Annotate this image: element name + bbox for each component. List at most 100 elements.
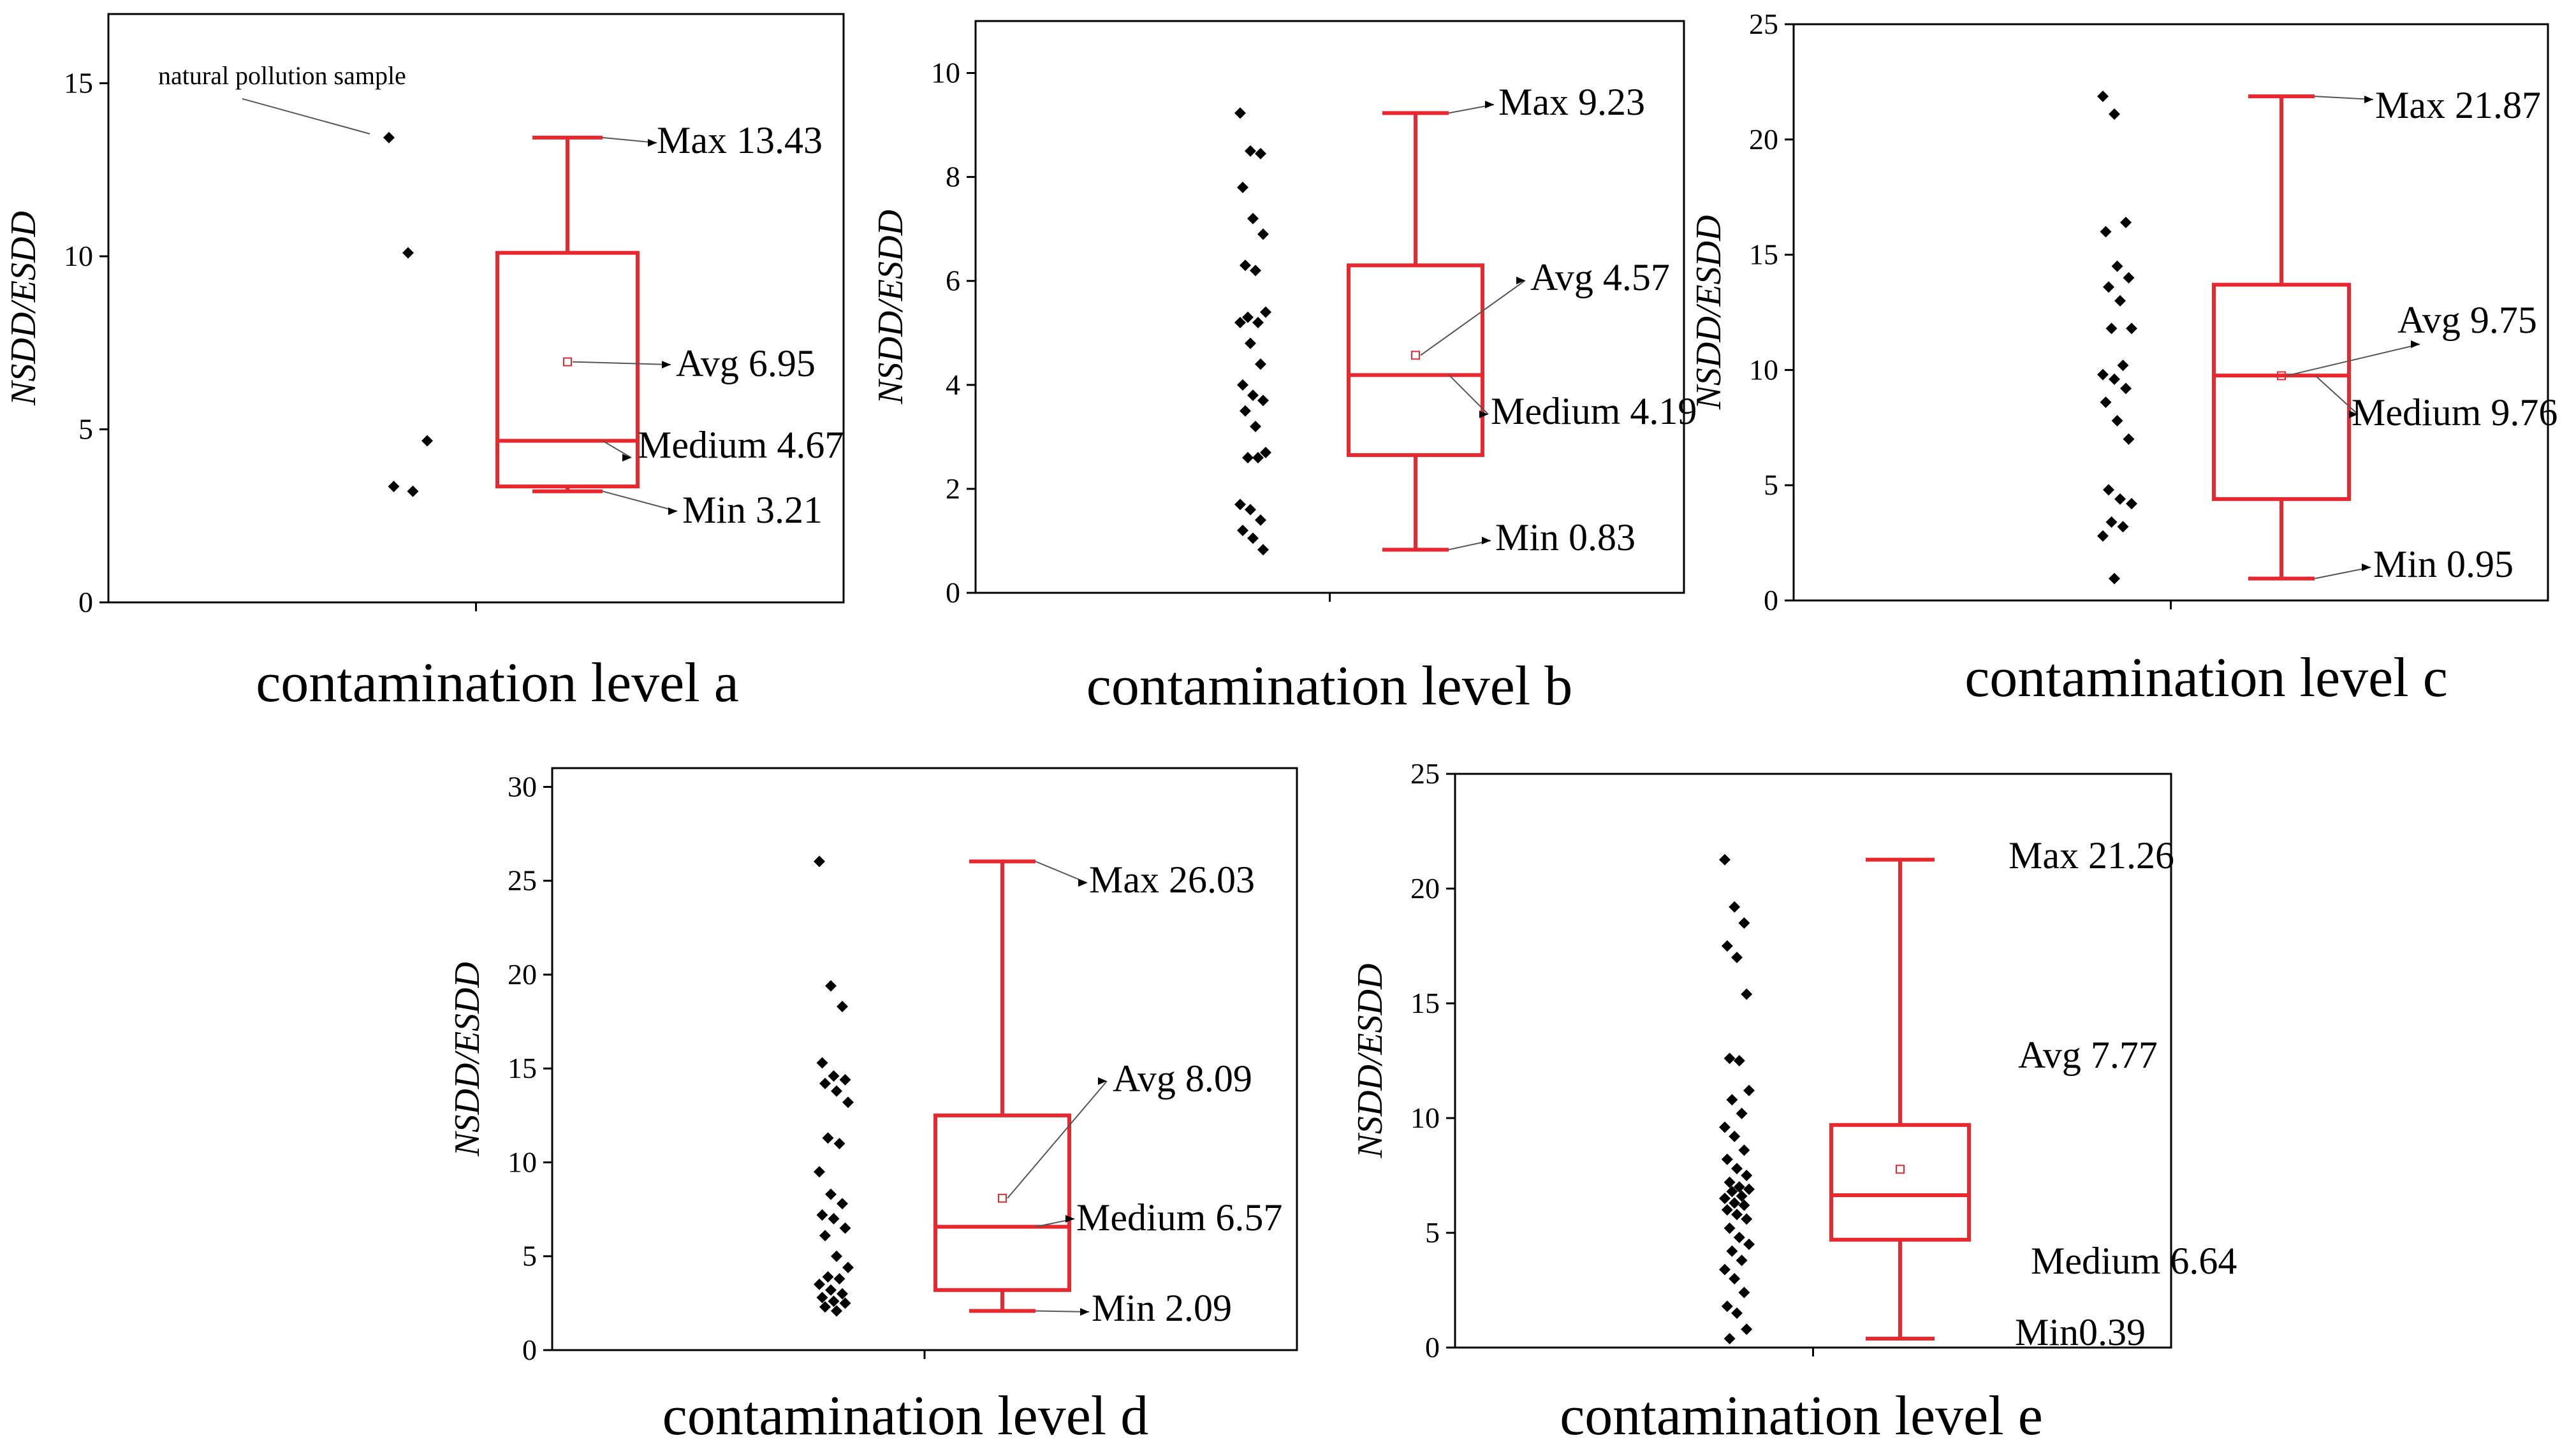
median-arrowhead [1065,1215,1074,1223]
data-point [2097,530,2109,542]
data-point [837,1198,848,1210]
data-point [1252,451,1264,463]
data-point [1741,1213,1753,1225]
data-point [1255,358,1266,370]
max-annotation: Max 21.26 [2009,834,2174,876]
data-point [2117,521,2129,533]
min-arrowhead [1080,1308,1089,1316]
data-point [1743,1183,1755,1195]
data-point [1237,525,1248,537]
data-point [831,1250,842,1262]
data-point [1731,1209,1743,1221]
data-point [833,1273,845,1285]
data-point [1719,1193,1731,1204]
data-point [819,1077,831,1089]
min-annotation: Min 3.21 [682,489,823,531]
y-tick-label: 20 [1410,872,1440,905]
data-point [1255,514,1266,526]
data-point [814,1166,825,1178]
data-point [2126,498,2137,510]
max-leader [2314,96,2374,100]
x-axis-label: contamination level c [1965,647,2448,709]
min-leader [602,490,678,512]
y-tick-label: 10 [508,1145,537,1178]
data-point [1237,379,1248,391]
min-arrowhead [2362,564,2371,571]
iqr-box [495,251,640,489]
median-arrowhead [622,454,631,462]
data-point [1738,917,1750,929]
max-annotation: Max 21.87 [2375,84,2541,126]
data-point [833,1138,845,1150]
y-tick-label: 30 [508,770,537,803]
avg-leader [572,361,671,365]
data-point [2120,216,2132,228]
y-tick-label: 5 [1425,1216,1440,1249]
data-point [825,1284,837,1296]
data-point [1723,1052,1736,1065]
data-point [1731,952,1743,963]
data-point [837,1288,848,1300]
median-annotation: Medium 4.67 [638,424,844,466]
max-arrowhead [1485,101,1494,108]
data-point [1736,1190,1748,1202]
data-point [407,485,419,497]
y-axis-label: NSDD/ESDD [1689,215,1729,411]
y-tick-label: 2 [946,472,960,505]
data-point [2100,226,2112,238]
note-annotation: natural pollution sample [158,61,406,90]
data-point [2100,396,2112,409]
data-point [1257,544,1269,556]
data-point [2103,281,2114,293]
data-point [1242,451,1254,463]
data-point [1741,1323,1753,1335]
min-annotation: Min0.39 [2015,1311,2146,1353]
data-point [2105,516,2118,528]
data-point [842,1096,854,1109]
data-point [816,1209,828,1221]
panel-b: 0 2 4 6 8 10 NSDD/ESDD contamination level b Max… [871,20,1697,717]
data-point [1240,259,1251,272]
data-point [1723,1222,1736,1234]
data-point [1729,1197,1741,1209]
data-point [1250,265,1261,277]
data-point [828,1070,840,1082]
y-tick-label: 8 [946,161,960,193]
avg-arrowhead [1516,277,1525,284]
data-point [814,855,825,868]
median-annotation: Medium 6.57 [1076,1196,1282,1239]
data-point [1245,145,1256,157]
data-point [2105,323,2118,335]
avg-annotation: Avg 7.77 [2018,1034,2158,1076]
data-point [2109,108,2120,120]
iqr-box [2212,282,2351,501]
data-point [828,1295,840,1307]
data-point [2097,91,2109,103]
data-point [839,1073,851,1086]
x-axis-label: contamination level e [1560,1385,2043,1447]
iqr-box [1829,1123,1971,1242]
data-point [1719,1121,1731,1133]
data-point [1252,316,1264,328]
data-point [839,1297,851,1309]
data-point [1719,854,1731,866]
data-point [1234,498,1246,511]
avg-annotation: Avg 6.95 [676,342,816,384]
data-point [1247,532,1259,544]
y-tick-label: 10 [1410,1102,1440,1134]
max-annotation: Max 26.03 [1089,859,1255,901]
y-tick-label: 0 [946,576,960,609]
y-tick-label: 25 [1749,8,1778,40]
y-tick-label: 5 [522,1240,537,1272]
data-point [1729,901,1741,913]
data-point [831,1305,842,1317]
data-point [1257,228,1269,240]
data-point [2109,572,2120,585]
iqr-box [933,1113,1071,1292]
y-axis-label: NSDD/ESDD [448,962,487,1157]
y-tick-label: 10 [64,240,93,272]
data-point [1260,446,1271,458]
y-tick-label: 0 [1764,584,1778,616]
data-point [1247,212,1259,224]
